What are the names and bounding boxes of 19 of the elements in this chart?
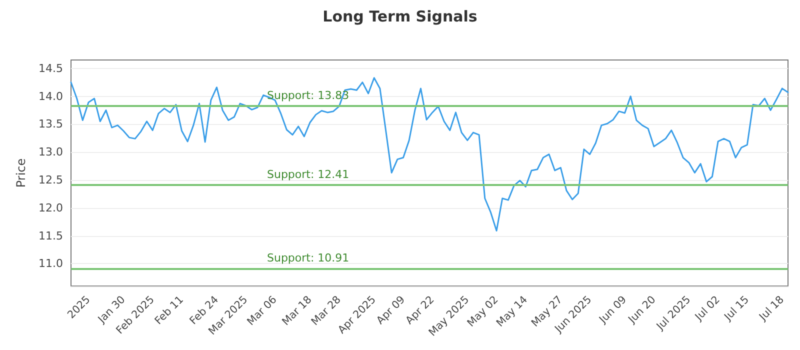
chart-title: Long Term Signals	[322, 8, 478, 26]
x-tick-label: Jul 18	[756, 294, 786, 324]
x-tick-label: Jun 09	[596, 294, 630, 326]
y-tick-label: 11.0	[38, 257, 63, 270]
ref-line-label: Support: 12.41	[267, 168, 350, 181]
y-tick-label: 14.5	[38, 62, 63, 75]
x-tick-label: Jul 02	[692, 294, 722, 324]
y-tick-label: 13.0	[38, 146, 63, 159]
y-tick-label: 13.5	[38, 118, 63, 131]
y-tick-label: 11.5	[38, 229, 63, 242]
x-tick-label: Feb 11	[152, 294, 186, 328]
line-series	[70, 77, 789, 232]
x-tick-label: Jul 15	[722, 294, 752, 324]
y-tick-label: 12.0	[38, 201, 63, 214]
y-tick-label: 12.5	[38, 173, 63, 186]
y-tick-label: 14.0	[38, 90, 63, 103]
x-tick-label: Apr 09	[374, 294, 408, 327]
y-axis-title: Price	[14, 158, 28, 188]
ref-line-label: Support: 10.91	[267, 252, 350, 265]
